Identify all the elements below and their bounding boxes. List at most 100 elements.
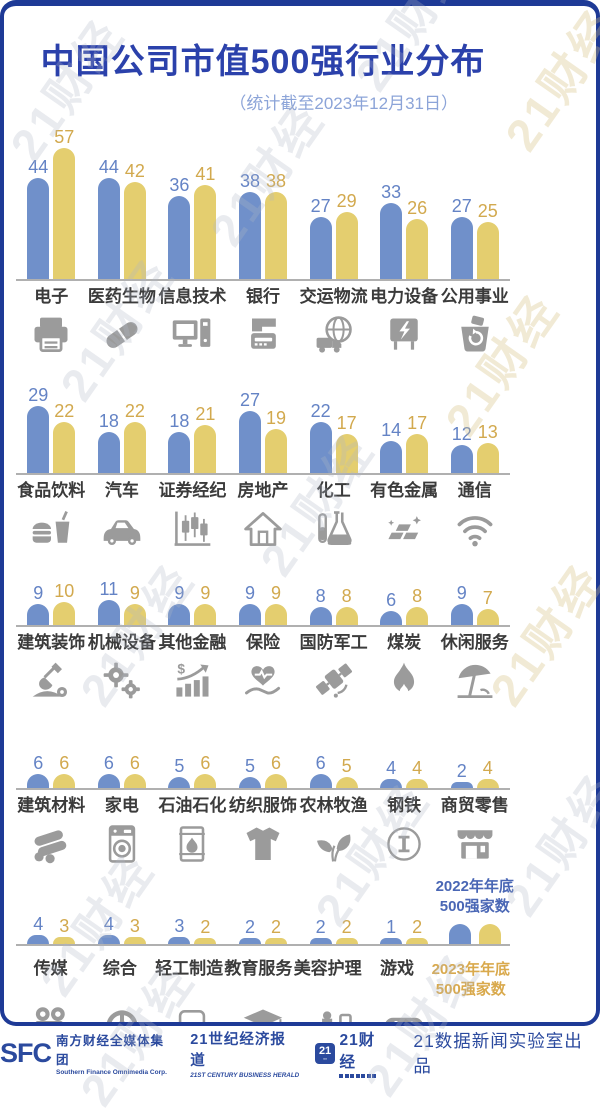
bar-value-v2022: 6 xyxy=(33,753,44,774)
bar-v2022 xyxy=(309,774,332,788)
bar-v2022 xyxy=(97,934,120,944)
bar-v2023 xyxy=(476,221,499,279)
bar-value-v2023: 8 xyxy=(412,585,423,606)
beach-umbrella-icon xyxy=(453,659,497,708)
bar-v2023 xyxy=(194,604,217,625)
bar-v2022 xyxy=(27,774,50,788)
bar-column-v2022: 4 xyxy=(27,914,50,944)
bar-v2023 xyxy=(123,774,146,788)
bar-column-v2022: 4 xyxy=(380,758,403,788)
21-badge-text: 21 xyxy=(318,1044,332,1057)
bar-v2023 xyxy=(265,938,288,944)
sfc-name-en: Southern Finance Omnimedia Corp. xyxy=(56,1069,167,1076)
category-label-建筑材料: 建筑材料 xyxy=(17,796,86,815)
category-label-电子: 电子 xyxy=(34,287,69,306)
category-icons-row-4 xyxy=(16,817,510,875)
globe-truck-icon xyxy=(312,313,356,362)
bar-value-v2023: 19 xyxy=(266,408,287,429)
icon-cell-休闲服务 xyxy=(439,659,510,708)
bar-v2022 xyxy=(309,606,332,625)
bar-pair-汽车: 18 22 xyxy=(87,401,158,473)
chart-content: 中国公司市值500强行业分布 （统计截至2023年12月31日） 44 57 44 4… xyxy=(4,6,596,1022)
bar-v2023 xyxy=(53,774,76,788)
bar-value-v2023: 8 xyxy=(341,585,352,606)
chart-row-5: 4 3 4 3 3 2 2 2 2 2 1 2 2022年年底 500强家数 传媒 综合 轻工制造 教育服务 美容护… xyxy=(16,878,514,1022)
category-label-电力设备: 电力设备 xyxy=(370,287,439,306)
bar-v2022 xyxy=(168,776,191,788)
bar-column-v2023: 10 xyxy=(53,581,76,625)
chart-card: 中国公司市值500强行业分布 （统计截至2023年12月31日） 44 57 44 4… xyxy=(0,0,600,1026)
bar-value-v2022: 44 xyxy=(28,156,49,177)
icon-cell-其他金融: $ xyxy=(157,659,228,708)
category-label-家电: 家电 xyxy=(104,796,139,815)
bar-pair-化工: 22 17 xyxy=(298,401,369,473)
bar-value-v2023: 17 xyxy=(336,412,357,433)
bar-value-v2023: 5 xyxy=(341,755,352,776)
icon-cell-食品饮料 xyxy=(16,507,87,556)
capsule-icon xyxy=(100,313,144,362)
bar-column-v2023: 22 xyxy=(53,401,76,473)
category-label-有色金属: 有色金属 xyxy=(370,481,439,500)
leaves-icon xyxy=(312,822,356,871)
category-label-银行: 银行 xyxy=(246,287,281,306)
bar-value-v2023: 9 xyxy=(129,583,140,604)
page-subtitle: （统计截至2023年12月31日） xyxy=(229,94,458,113)
bar-value-v2022: 9 xyxy=(33,583,44,604)
logs-icon xyxy=(29,822,73,871)
bar-column-v2022: 27 xyxy=(450,196,473,279)
icon-cell-国防军工 xyxy=(298,659,369,708)
bar-value-v2023: 57 xyxy=(54,126,75,147)
icon-cell-教育服务 xyxy=(228,1004,299,1022)
icon-cell-信息技术 xyxy=(157,313,228,362)
bar-pair-建筑装饰: 9 10 xyxy=(16,581,87,625)
bars-baseline-row-3: 9 10 11 9 9 9 9 9 8 8 6 8 9 7 xyxy=(16,576,510,627)
bar-column-v2023: 8 xyxy=(406,585,429,625)
bar-value-v2022: 22 xyxy=(310,401,331,422)
graduation-cap-icon xyxy=(241,1004,285,1022)
bar-v2023 xyxy=(406,606,429,625)
icon-cell-银行 xyxy=(228,313,299,362)
bar-value-v2022: 33 xyxy=(381,182,402,203)
legend-swatch-2022 xyxy=(448,924,471,944)
bar-value-v2022: 4 xyxy=(103,913,114,934)
category-label-教育服务: 教育服务 xyxy=(224,959,293,978)
bars-baseline-row-5: 4 3 4 3 3 2 2 2 2 2 1 2 2022年年底 500强家数 xyxy=(16,878,514,946)
icon-cell-有色金属 xyxy=(369,507,440,556)
bar-value-v2022: 2 xyxy=(315,917,326,937)
bar-v2022 xyxy=(450,782,473,788)
bar-value-v2022: 18 xyxy=(98,410,119,431)
icon-cell-游戏 xyxy=(369,1004,440,1022)
bar-column-v2023: 26 xyxy=(406,198,429,279)
21-badge-icon: 21 ▪▪▪ xyxy=(314,1042,336,1064)
bar-column-v2022: 22 xyxy=(309,401,332,473)
bar-column-v2022: 29 xyxy=(27,385,50,473)
bar-v2023 xyxy=(123,422,146,473)
category-labels-row-1: 电子 医药生物 信息技术 银行 交运物流 电力设备 公用事业 xyxy=(16,281,510,308)
bar-column-v2023: 3 xyxy=(123,916,146,944)
caijing-tagline-strip xyxy=(339,1074,391,1078)
bar-v2023 xyxy=(476,778,499,788)
bar-column-v2023: 6 xyxy=(265,753,288,788)
category-labels-row-3: 建筑装饰 机械设备 其他金融 保险 国防军工 煤炭 休闲服务 xyxy=(16,627,510,654)
bar-v2023 xyxy=(194,424,217,473)
bar-value-v2023: 42 xyxy=(124,161,145,182)
bar-value-v2023: 6 xyxy=(200,753,211,774)
wifi-icon xyxy=(453,507,497,556)
bar-column-v2022: 33 xyxy=(380,182,403,279)
bar-column-v2023: 9 xyxy=(194,583,217,625)
house-icon xyxy=(241,507,285,556)
oil-barrel-icon xyxy=(170,822,214,871)
chart-row-2: 29 22 18 22 18 21 27 19 22 17 14 17 12 13 食品饮料 汽车 证券经纪 房地… xyxy=(16,382,510,560)
bar-column-v2022: 2 xyxy=(239,917,262,944)
category-labels-row-5: 传媒 综合 轻工制造 教育服务 美容护理 游戏 2023年年底 500强家数 xyxy=(16,946,510,999)
bar-v2023 xyxy=(194,774,217,788)
bar-v2022 xyxy=(97,431,120,473)
icon-cell-电力设备 xyxy=(369,313,440,362)
bar-value-v2023: 4 xyxy=(412,757,423,778)
icon-cell-机械设备 xyxy=(87,659,158,708)
bar-pair-机械设备: 11 9 xyxy=(87,579,158,625)
